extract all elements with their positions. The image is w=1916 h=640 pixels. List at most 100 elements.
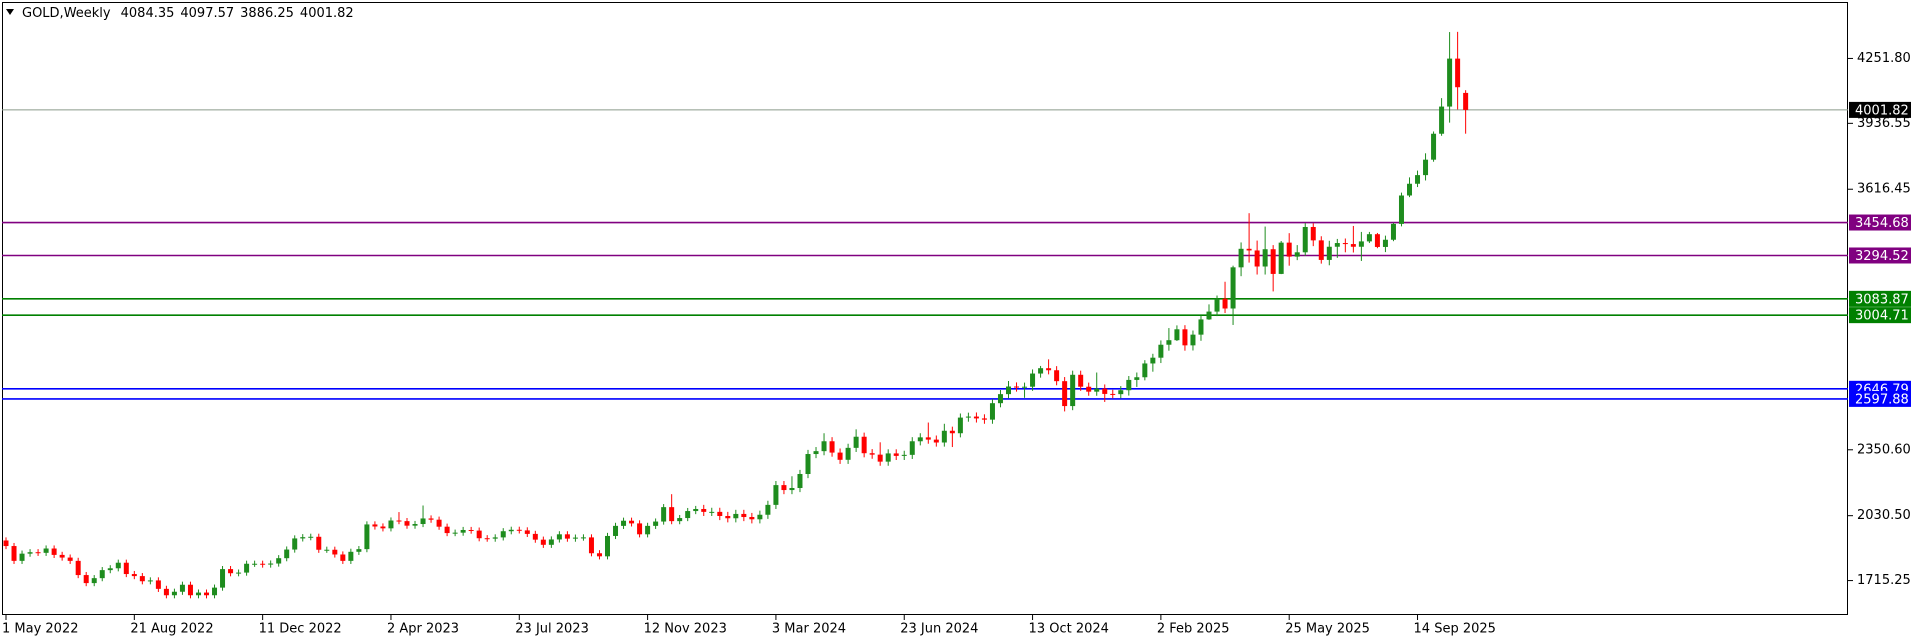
candle-body (1070, 374, 1076, 407)
candle-body (396, 520, 402, 522)
candle-body (35, 552, 41, 554)
candle-body (228, 569, 234, 574)
y-tick-label: 1715.25 (1857, 573, 1911, 588)
symbol: GOLD,Weekly (22, 6, 111, 21)
candle-body (1439, 106, 1445, 134)
candle-body (316, 536, 322, 550)
candle-body (1326, 246, 1332, 260)
candle-body (300, 537, 306, 539)
candle-body (27, 552, 33, 554)
menu-triangle[interactable] (6, 9, 14, 15)
candle-body (845, 447, 851, 460)
candle-body (1262, 249, 1268, 267)
candle-body (220, 569, 226, 588)
candle-body (452, 532, 458, 534)
candle-body (941, 430, 947, 443)
candle-body (187, 584, 193, 596)
candle-body (1110, 393, 1116, 395)
candle-body (500, 531, 506, 538)
candle-body (869, 453, 875, 455)
candle-body (661, 507, 667, 522)
candle-body (19, 553, 25, 561)
candle-body (1286, 242, 1292, 257)
y-tick-label: 2350.60 (1857, 442, 1911, 457)
candle-body (629, 520, 635, 524)
candle-body (163, 588, 169, 596)
candle-body (773, 485, 779, 505)
candle-body (1118, 390, 1124, 395)
candle-body (997, 394, 1003, 404)
candle-body (548, 539, 554, 545)
candle-body (412, 524, 418, 526)
candle-body (605, 535, 610, 557)
plot-frame (2, 2, 1848, 615)
candle-body (372, 524, 378, 527)
candle-body (1206, 311, 1212, 320)
candle-body (171, 591, 177, 596)
y-tick-label: 2030.50 (1857, 508, 1911, 523)
candle-body (139, 576, 145, 582)
level-label-box (1849, 290, 1911, 307)
candle-body (460, 529, 466, 533)
candle-body (260, 563, 266, 565)
candle-body (733, 513, 739, 519)
candle-body (1278, 242, 1284, 274)
candle-body (1190, 334, 1196, 346)
candle-body (107, 568, 113, 571)
candle-body (981, 418, 987, 420)
candle-body (1214, 298, 1220, 312)
candle-body (284, 549, 290, 559)
candle-body (1062, 381, 1068, 407)
candle-body (1102, 388, 1108, 394)
candle-body (757, 514, 763, 520)
candle-body (380, 526, 386, 529)
level-label-box (1849, 307, 1911, 324)
candle-body (1158, 344, 1164, 358)
candle-body (885, 453, 891, 462)
candle-body (1423, 159, 1429, 176)
x-tick-label: 25 May 2025 (1285, 622, 1370, 637)
candle-body (404, 521, 410, 526)
header-low: 3886.25 (240, 6, 294, 21)
level-label-box (1849, 390, 1911, 407)
candle-body (1342, 243, 1348, 245)
candle-body (1046, 368, 1052, 371)
y-tick-label: 3616.45 (1857, 182, 1911, 197)
y-tick-label: 4251.80 (1857, 51, 1911, 66)
candle-body (155, 580, 161, 589)
candle-body (1038, 368, 1044, 374)
candle-body (1350, 244, 1356, 247)
candle-body (276, 558, 282, 564)
candle-body (212, 587, 218, 596)
candle-body (973, 416, 979, 419)
candle-body (1455, 58, 1461, 88)
candle-body (508, 529, 514, 532)
candle-body (781, 485, 787, 491)
candle-body (1334, 243, 1340, 247)
candle-body (1094, 388, 1100, 392)
candle-body (709, 511, 715, 513)
candle-body (195, 592, 201, 596)
candle-body (1014, 386, 1020, 388)
candle-body (621, 520, 627, 526)
candle-body (653, 521, 659, 526)
candle-body (1022, 386, 1028, 388)
candle-body (989, 403, 995, 420)
candle-body (901, 454, 907, 456)
candle-body (51, 548, 57, 555)
candle-body (1415, 175, 1421, 184)
candle-body (853, 436, 859, 448)
candles (3, 31, 1469, 599)
candle-body (829, 441, 835, 453)
level-label: 3454.68 (1855, 216, 1909, 231)
candle-body (1302, 226, 1308, 253)
candle-body (1134, 377, 1140, 380)
candle-body (348, 551, 354, 561)
candle-body (1086, 386, 1092, 392)
candle-body (701, 508, 707, 512)
price-label-box (1849, 101, 1911, 118)
candle-body (556, 534, 562, 540)
candle-body (1318, 240, 1324, 260)
candle-body (1358, 241, 1364, 247)
